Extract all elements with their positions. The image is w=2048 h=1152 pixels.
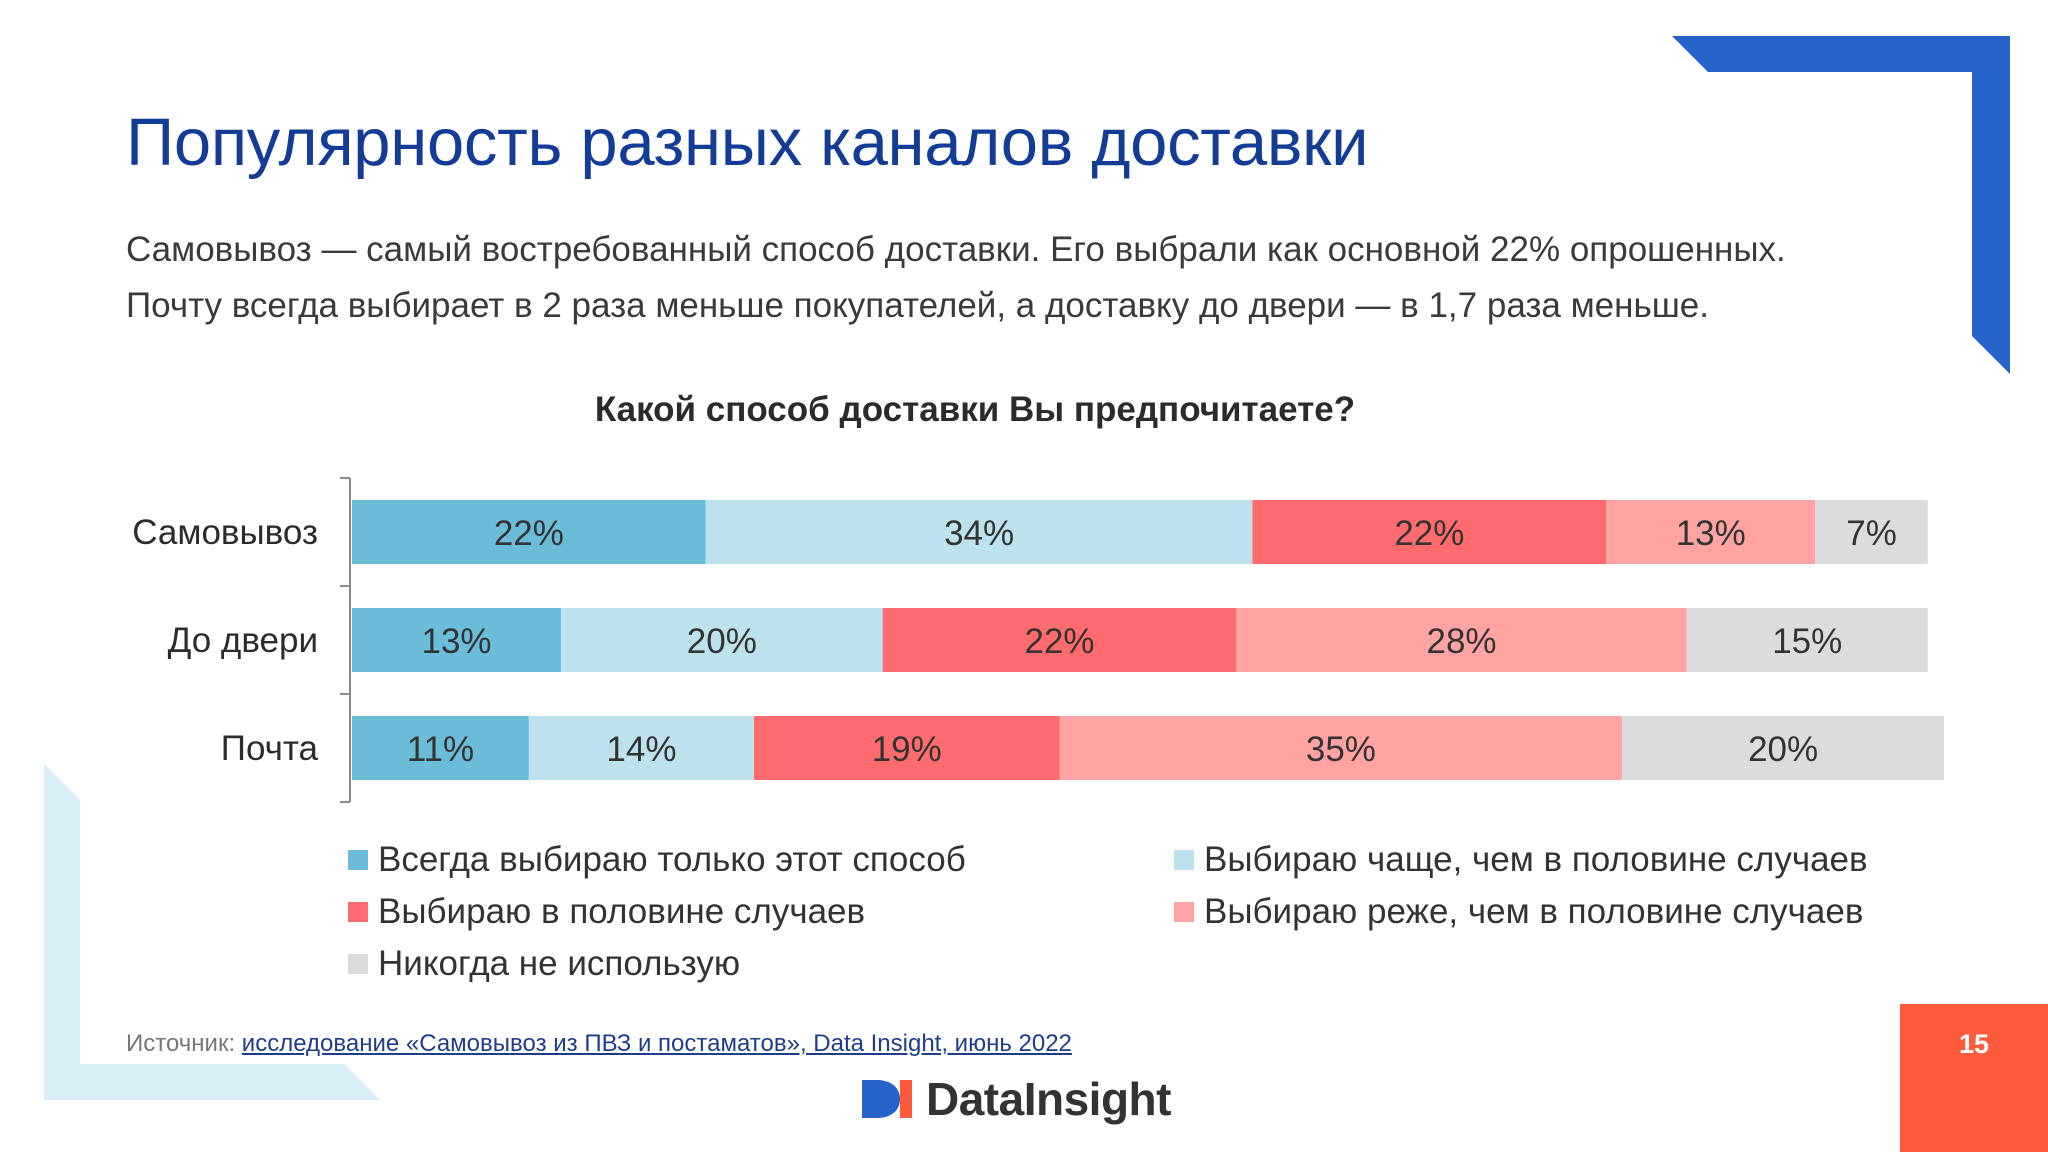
legend-swatch: [348, 850, 368, 870]
data-label: 35%: [1306, 730, 1376, 769]
legend-label: Выбираю в половине случаев: [378, 892, 866, 931]
legend-swatch: [1174, 850, 1194, 870]
data-label: 28%: [1426, 622, 1496, 661]
bar-segment: [705, 500, 1253, 564]
bar-segment: [754, 716, 1060, 780]
bar-segment: [528, 716, 754, 780]
logo-text: DataInsight: [926, 1073, 1171, 1125]
page-number-badge: 15: [1900, 1004, 2048, 1152]
bar-segment: [1059, 716, 1623, 780]
bar-segment: [882, 608, 1237, 672]
bar-segment: [1622, 716, 1944, 780]
data-label: 22%: [1024, 622, 1094, 661]
bar-segment: [1815, 500, 1928, 564]
page-title: Популярность разных каналов доставки: [126, 105, 1369, 180]
category-label: До двери: [168, 621, 318, 660]
legend-item: Выбираю чаще, чем в половине случаев: [1174, 840, 1868, 880]
legend-label: Никогда не использую: [378, 944, 741, 983]
bar-segment: [1252, 500, 1607, 564]
source-note: Источник: исследование «Самовывоз из ПВЗ…: [126, 1030, 1072, 1058]
data-label: 22%: [1394, 514, 1464, 553]
source-link[interactable]: исследование «Самовывоз из ПВЗ и постама…: [241, 1030, 1072, 1057]
bar-segment: [352, 608, 562, 672]
data-label: 14%: [606, 730, 676, 769]
legend-item: Никогда не использую: [348, 944, 740, 984]
legend-item: Выбираю реже, чем в половине случаев: [1174, 892, 1863, 932]
top-right-corner-accent: [1672, 36, 2010, 374]
legend-swatch: [348, 902, 368, 922]
data-label: 22%: [494, 514, 564, 553]
legend-swatch: [1174, 902, 1194, 922]
data-label: 20%: [687, 622, 757, 661]
data-label: 13%: [421, 622, 491, 661]
bar-segment: [352, 500, 706, 564]
subtitle-line-2: Почту всегда выбирает в 2 раза меньше по…: [126, 286, 1709, 325]
bar-segment: [1236, 608, 1687, 672]
bar-segment: [1606, 500, 1816, 564]
data-label: 34%: [944, 514, 1014, 553]
legend-swatch: [348, 954, 368, 974]
category-label: Почта: [221, 729, 319, 768]
data-label: 11%: [407, 730, 474, 769]
bottom-left-corner-accent: [44, 764, 380, 1100]
data-label: 7%: [1846, 514, 1897, 553]
source-prefix: Источник:: [126, 1030, 242, 1057]
data-label: 15%: [1772, 622, 1842, 661]
legend-item: Всегда выбираю только этот способ: [348, 840, 966, 880]
data-label: 13%: [1676, 514, 1746, 553]
legend-label: Всегда выбираю только этот способ: [378, 840, 966, 879]
bar-segment: [352, 716, 529, 780]
legend-item: Выбираю в половине случаев: [348, 892, 865, 932]
logo-mark-icon: [862, 1080, 912, 1118]
chart-title: Какой способ доставки Вы предпочитаете?: [594, 390, 1356, 429]
legend-label: Выбираю реже, чем в половине случаев: [1204, 892, 1864, 931]
data-label: 20%: [1748, 730, 1818, 769]
legend-label: Выбираю чаще, чем в половине случаев: [1204, 840, 1868, 879]
bar-segment: [1686, 608, 1928, 672]
data-insight-logo: DataInsight: [862, 1072, 1171, 1126]
category-label: Самовывоз: [132, 513, 318, 552]
data-label: 19%: [872, 730, 942, 769]
bar-segment: [561, 608, 883, 672]
subtitle-line-1: Самовывоз — самый востребованный способ …: [126, 230, 1786, 269]
page-subtitle: Самовывоз — самый востребованный способ …: [126, 222, 1986, 334]
